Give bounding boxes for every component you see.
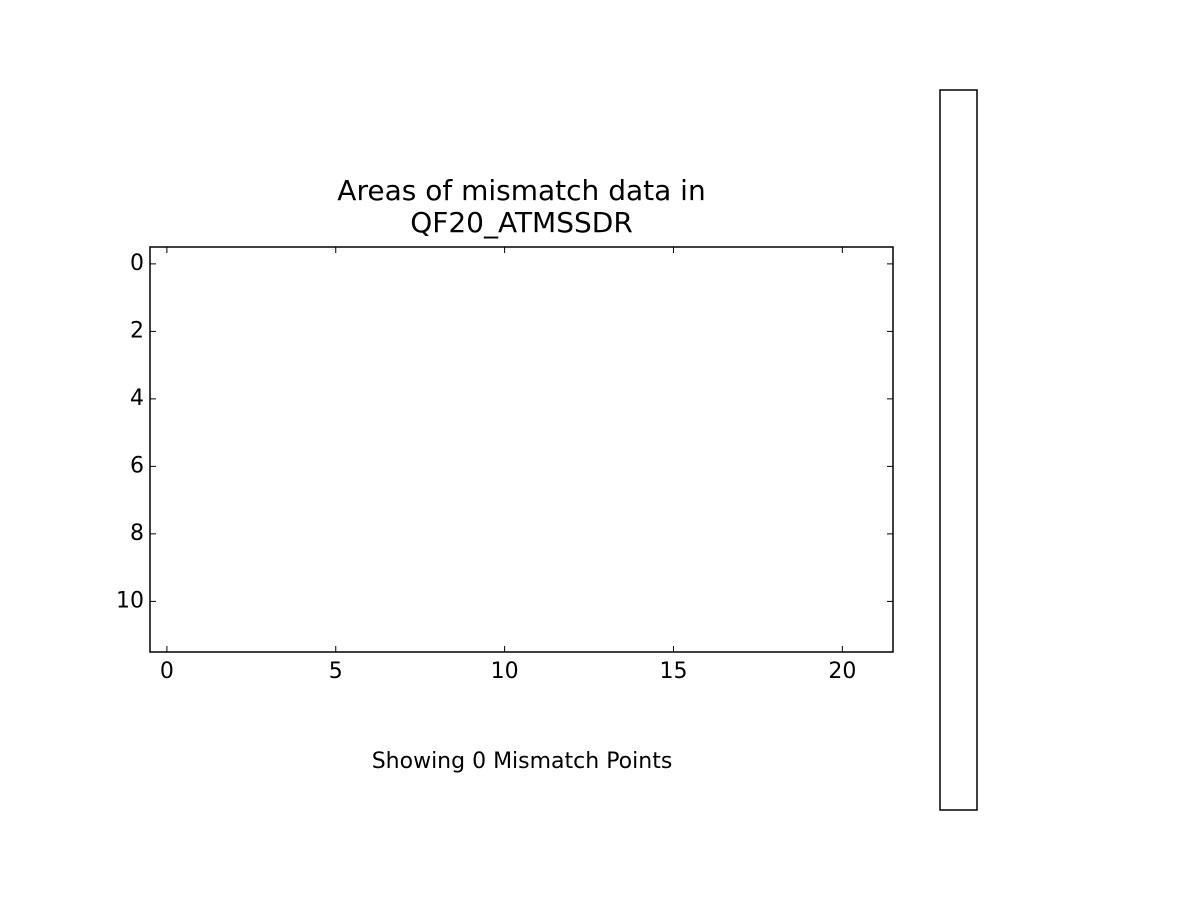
y-tick-label: 4 (130, 386, 144, 411)
colorbar (939, 89, 978, 811)
x-tick-label: 0 (160, 659, 174, 684)
plot-frame (149, 246, 894, 653)
x-axis-label: Showing 0 Mismatch Points (372, 749, 673, 774)
y-tick-label: 10 (116, 588, 144, 613)
y-tick-label: 8 (130, 521, 144, 546)
x-tick-label: 5 (329, 659, 343, 684)
x-tick-label: 15 (659, 659, 687, 684)
y-tick-label: 6 (130, 453, 144, 478)
chart-title: Areas of mismatch data in QF20_ATMSSDR (337, 174, 706, 239)
y-tick-label: 2 (130, 318, 144, 343)
x-tick-label: 10 (491, 659, 519, 684)
x-tick-label: 20 (828, 659, 856, 684)
y-tick-label: 0 (130, 251, 144, 276)
